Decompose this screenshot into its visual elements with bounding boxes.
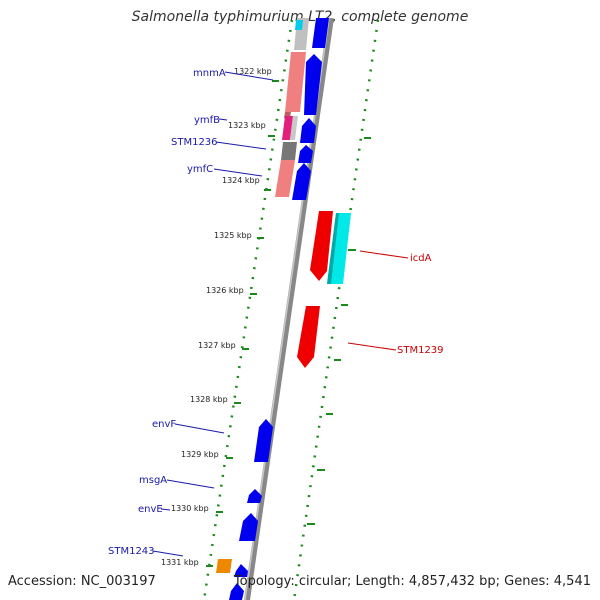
cds-arrow-STM1236[interactable] xyxy=(298,145,313,163)
genome-backbone xyxy=(244,17,334,600)
cds-arrow-bottom[interactable] xyxy=(229,583,244,600)
tick-label: 1324 kbp xyxy=(222,176,260,185)
tick-label: 1323 kbp xyxy=(228,121,266,130)
gene-label-STM1236[interactable]: STM1236 xyxy=(171,137,218,148)
accession-text: Accession: NC_003197 xyxy=(8,574,156,589)
gene-label-ymfB[interactable]: ymfB xyxy=(194,115,220,126)
composition-block xyxy=(282,116,293,140)
leader-line-mnmA xyxy=(224,71,274,81)
tick-label: 1327 kbp xyxy=(198,341,236,350)
cyan-feature-shade xyxy=(327,213,339,284)
composition-block xyxy=(275,160,295,197)
gene-label-msgA[interactable]: msgA xyxy=(139,475,167,486)
composition-block xyxy=(295,20,303,30)
gene-label-mnmA[interactable]: mnmA xyxy=(193,68,226,79)
gene-label-icdA[interactable]: icdA xyxy=(410,253,432,264)
cds-arrow-envE[interactable] xyxy=(239,513,258,541)
leader-line-ymfB xyxy=(218,118,228,121)
tick-label: 1330 kbp xyxy=(171,504,209,513)
composition-block xyxy=(290,116,298,140)
leader-line-ymfC xyxy=(213,168,263,177)
cds-arrow-msgA[interactable] xyxy=(247,489,262,503)
topology-text: Topology: circular; Length: 4,857,432 bp… xyxy=(233,574,591,589)
cds-arrow-STM1243[interactable] xyxy=(234,564,248,577)
tick-label: 1328 kbp xyxy=(190,395,228,404)
leader-line-STM1239 xyxy=(347,342,397,351)
tick-label: 1325 kbp xyxy=(214,231,252,240)
tick-label: 1331 kbp xyxy=(161,558,199,567)
cds-arrow-envF[interactable] xyxy=(254,419,273,462)
leader-line-STM1236 xyxy=(215,141,267,150)
cds-arrow-ymfC[interactable] xyxy=(292,163,311,200)
cds-arrow-mnmA[interactable] xyxy=(304,54,322,115)
tick-label: 1329 kbp xyxy=(181,450,219,459)
composition-block xyxy=(281,142,297,160)
leader-line-icdA xyxy=(359,250,409,259)
tick-label: 1326 kbp xyxy=(206,286,244,295)
tick-label: 1322 kbp xyxy=(234,67,272,76)
gene-label-envE[interactable]: envE xyxy=(138,504,163,515)
leader-line-envF xyxy=(174,423,225,434)
cds-arrow-ymfB[interactable] xyxy=(300,118,316,143)
orange-feature-block[interactable] xyxy=(216,559,232,573)
gene-label-envF[interactable]: envF xyxy=(152,419,176,430)
leader-line-STM1243 xyxy=(152,550,184,557)
composition-block xyxy=(285,52,306,112)
cds-arrow-STM1239[interactable] xyxy=(297,306,320,368)
gene-label-STM1239[interactable]: STM1239 xyxy=(397,345,444,356)
leader-line-envE xyxy=(160,508,171,511)
gene-label-ymfC[interactable]: ymfC xyxy=(187,164,213,175)
gene-label-STM1243[interactable]: STM1243 xyxy=(108,546,155,557)
leader-line-msgA xyxy=(166,479,215,489)
map-title: Salmonella typhimurium LT2, complete gen… xyxy=(131,9,469,25)
cds-arrow-top[interactable] xyxy=(312,18,329,48)
cds-arrow-icdA[interactable] xyxy=(310,211,333,281)
